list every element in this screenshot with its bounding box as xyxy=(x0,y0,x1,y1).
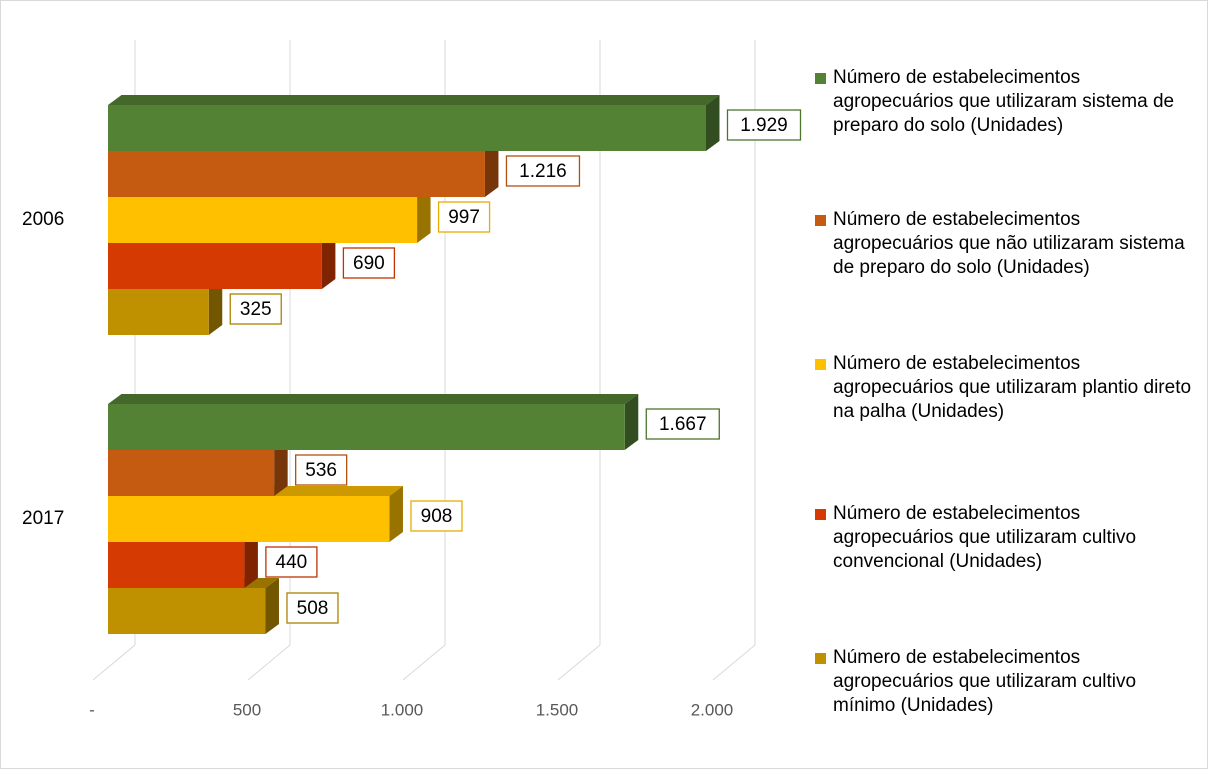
x-tick-label: 1.500 xyxy=(536,700,579,719)
data-label: 508 xyxy=(297,598,329,619)
data-label: 997 xyxy=(448,207,480,228)
legend-label: Número de estabelecimentos agropecuários… xyxy=(833,647,1137,716)
legend-swatch xyxy=(815,215,826,226)
legend-swatch xyxy=(815,509,826,520)
bar-side xyxy=(208,279,223,335)
bar-side xyxy=(274,440,288,496)
bar-top xyxy=(108,394,639,404)
bar-side xyxy=(265,578,279,634)
bar xyxy=(108,105,706,151)
x-tick-label: 2.000 xyxy=(691,700,734,719)
bar xyxy=(108,197,418,243)
bar xyxy=(108,243,322,289)
x-tick-label: 1.000 xyxy=(381,700,424,719)
bar-top xyxy=(108,95,720,105)
data-label-box xyxy=(342,247,396,279)
bar xyxy=(108,542,245,588)
legend-item: Número de estabelecimentos agropecuários… xyxy=(815,208,1200,280)
legend-item: Número de estabelecimentos agropecuários… xyxy=(815,502,1200,574)
data-label: 1.667 xyxy=(659,414,707,435)
legend-item: Número de estabelecimentos agropecuários… xyxy=(815,352,1200,424)
bar-side xyxy=(417,187,431,243)
grid-line-floor xyxy=(402,644,446,681)
bar xyxy=(108,450,275,496)
category-label: 2017 xyxy=(22,508,64,529)
bar-side xyxy=(624,394,639,450)
data-label-box xyxy=(437,201,491,233)
legend-swatch xyxy=(815,73,826,84)
grid-line-floor xyxy=(557,644,601,681)
data-label-box xyxy=(229,293,282,325)
data-label: 325 xyxy=(240,299,272,320)
data-label: 690 xyxy=(353,253,385,274)
bar xyxy=(108,151,485,197)
data-label: 1.216 xyxy=(519,161,567,182)
data-label: 908 xyxy=(421,506,453,527)
category-label: 2006 xyxy=(22,209,64,230)
data-label-box xyxy=(726,109,802,141)
legend-swatch xyxy=(815,359,826,370)
bar-side xyxy=(705,95,720,151)
legend-label: Número de estabelecimentos agropecuários… xyxy=(833,503,1137,572)
x-tick-label: - xyxy=(89,700,95,719)
bar xyxy=(108,588,266,634)
data-label: 536 xyxy=(305,460,337,481)
data-label-box xyxy=(410,500,463,532)
bar-side xyxy=(484,141,499,197)
data-label-box xyxy=(286,592,339,624)
grid-line-floor xyxy=(712,644,756,681)
legend-swatch xyxy=(815,653,826,664)
bar-side xyxy=(389,486,403,542)
data-label-box xyxy=(645,408,720,440)
bar-side xyxy=(321,233,336,289)
legend-label: Número de estabelecimentos agropecuários… xyxy=(833,209,1185,278)
grid-line-floor xyxy=(247,644,291,681)
x-tick-label: 500 xyxy=(233,700,261,719)
data-label-box xyxy=(295,454,348,486)
bar xyxy=(108,404,625,450)
data-label-box xyxy=(265,546,318,578)
legend-item: Número de estabelecimentos agropecuários… xyxy=(815,646,1200,718)
legend-item: Número de estabelecimentos agropecuários… xyxy=(815,66,1200,138)
legend-label: Número de estabelecimentos agropecuários… xyxy=(833,67,1175,136)
grid-line-floor xyxy=(92,644,136,681)
data-label: 1.929 xyxy=(740,115,788,136)
bar xyxy=(108,289,209,335)
legend-label: Número de estabelecimentos agropecuários… xyxy=(833,353,1192,422)
bar-side xyxy=(244,532,258,588)
data-label: 440 xyxy=(276,552,308,573)
bar xyxy=(108,496,390,542)
data-label-box xyxy=(505,155,581,187)
